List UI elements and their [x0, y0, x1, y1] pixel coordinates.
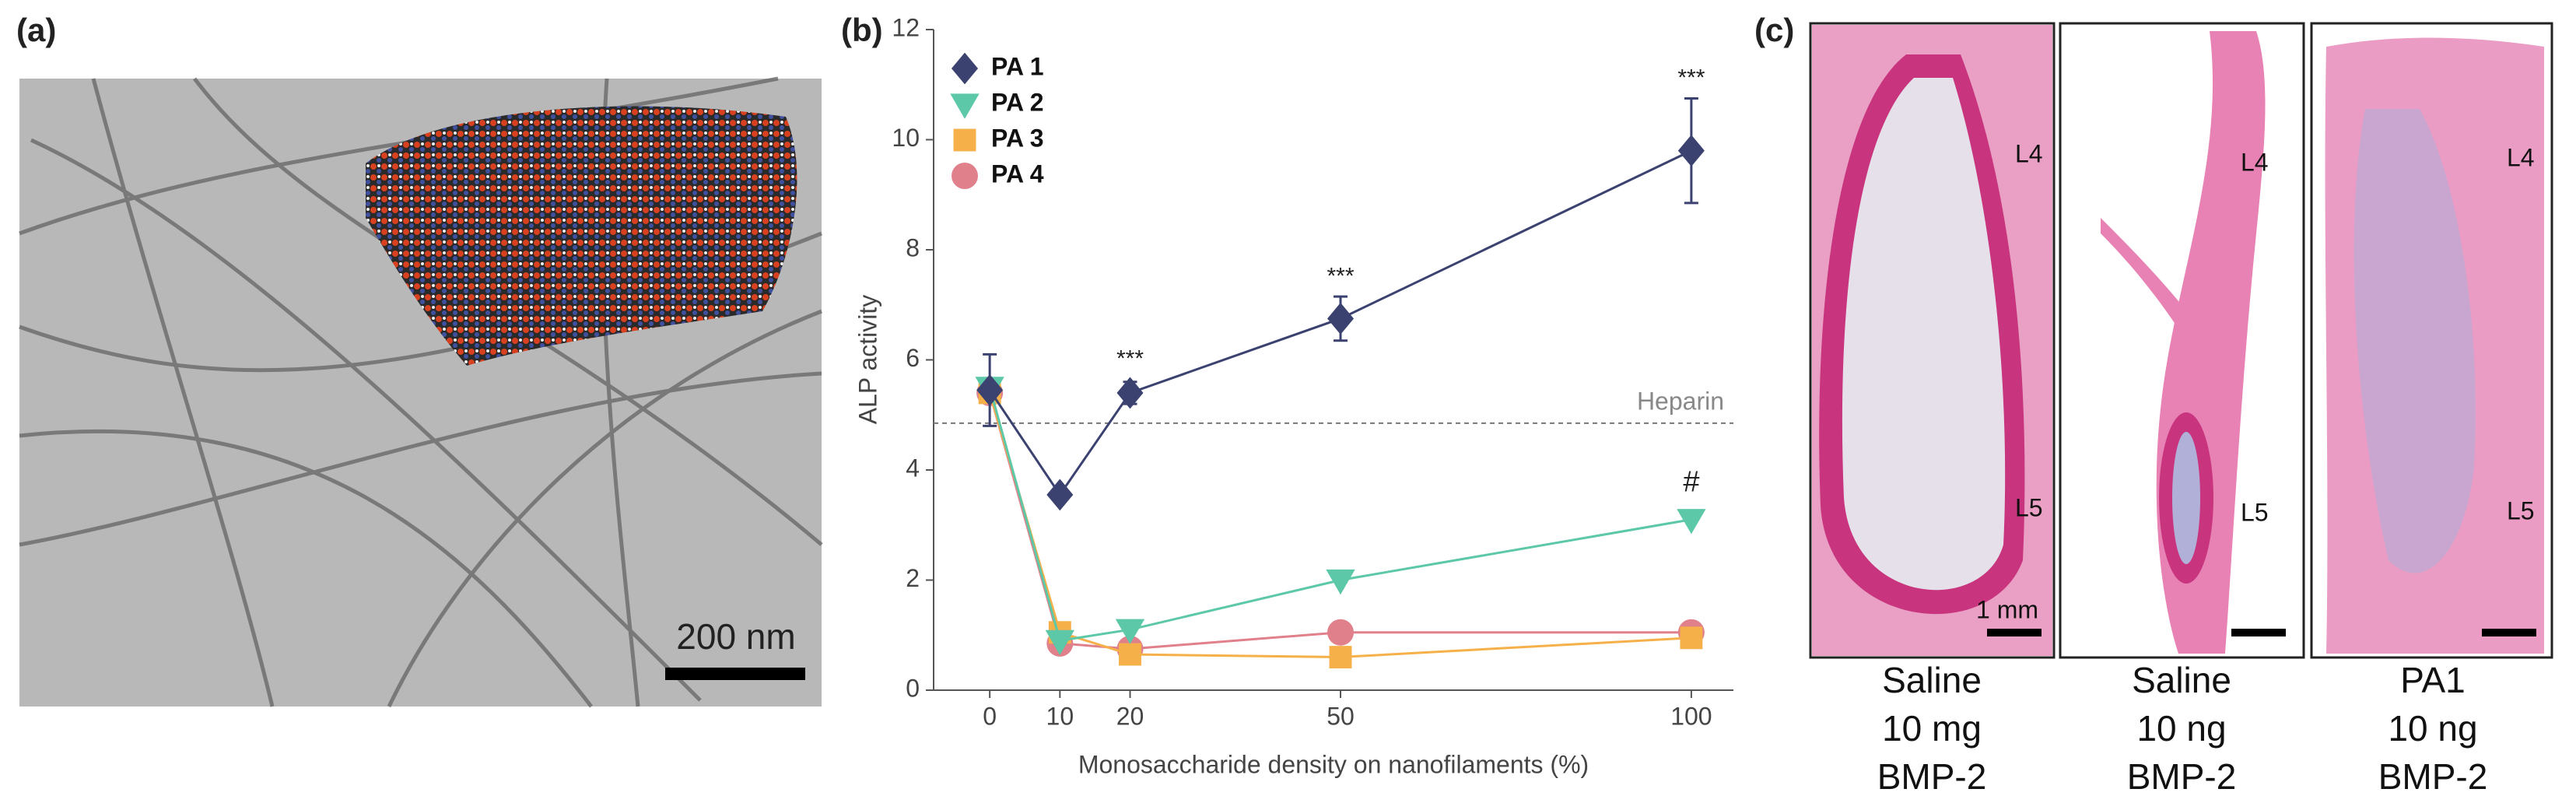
- legend-label: PA 3: [991, 124, 1044, 152]
- region-label: L5: [2507, 496, 2535, 524]
- scale-bar-label: 1 mm: [1976, 595, 2038, 623]
- histology-3: [2310, 22, 2553, 659]
- annotation: #: [1683, 466, 1699, 499]
- legend-marker: [952, 52, 978, 85]
- series-line: [988, 392, 1691, 659]
- annotation: ***: [1116, 345, 1144, 371]
- data-point: [1327, 619, 1355, 646]
- caption: Saline: [2132, 660, 2231, 700]
- region-label: L4: [2241, 148, 2269, 176]
- region-label: L5: [2241, 498, 2269, 526]
- x-tick-label: 0: [983, 702, 997, 730]
- legend-marker: [950, 93, 980, 119]
- data-point: [1116, 377, 1144, 409]
- caption: BMP-2: [1877, 756, 1987, 797]
- data-point: [1677, 509, 1706, 535]
- caption: 10 ng: [2136, 708, 2226, 749]
- micrograph: 200 nm: [19, 76, 823, 708]
- data-point: [1046, 479, 1074, 511]
- panel-label: (b): [841, 12, 883, 48]
- x-tick-label: 10: [1046, 702, 1074, 730]
- series-line: [988, 392, 1691, 650]
- x-axis-label: Monosaccharide density on nanofilaments …: [1078, 750, 1589, 778]
- data-point: [1326, 569, 1355, 595]
- legend-label: PA 2: [991, 88, 1044, 116]
- y-tick-label: 8: [906, 233, 920, 261]
- x-tick-label: 20: [1116, 702, 1144, 730]
- data-point: [1119, 643, 1141, 666]
- legend-label: PA 4: [991, 160, 1044, 188]
- data-point: [1115, 619, 1145, 644]
- data-point: [1677, 135, 1705, 167]
- caption: 10 ng: [2388, 708, 2477, 749]
- legend-label: PA 1: [991, 52, 1044, 80]
- region-label: L4: [2507, 143, 2535, 171]
- reference-label: Heparin: [1637, 387, 1724, 415]
- data-point: [976, 374, 1004, 406]
- x-tick-label: 100: [1670, 702, 1712, 730]
- y-tick-label: 10: [892, 124, 920, 152]
- scale-bar-label: 200 nm: [676, 616, 795, 657]
- region-label: L4: [2015, 139, 2043, 167]
- caption: PA1: [2400, 660, 2466, 700]
- y-tick-label: 6: [906, 344, 920, 372]
- y-tick-label: 4: [906, 454, 920, 482]
- region-label: L5: [2015, 493, 2043, 521]
- y-tick-label: 12: [892, 13, 920, 41]
- annotation: ***: [1677, 65, 1705, 91]
- x-tick-label: 50: [1327, 702, 1355, 730]
- panel-label: (a): [16, 12, 56, 48]
- annotation: ***: [1327, 263, 1355, 289]
- data-point: [1045, 629, 1075, 656]
- caption: BMP-2: [2378, 756, 2488, 797]
- legend-marker: [952, 163, 978, 189]
- caption: Saline: [1882, 660, 1982, 700]
- panel-label: (c): [1754, 12, 1794, 48]
- data-point: [1680, 626, 1703, 650]
- y-tick-label: 0: [906, 674, 920, 702]
- caption: 10 mg: [1882, 708, 1982, 749]
- caption: BMP-2: [2127, 756, 2237, 797]
- histology-1: [1809, 22, 2056, 659]
- data-point: [1327, 303, 1355, 335]
- y-tick-label: 2: [906, 564, 920, 592]
- y-axis-label: ALP activity: [853, 295, 881, 425]
- legend-marker: [953, 128, 976, 152]
- series-line: [988, 387, 1692, 643]
- histology-2: [2059, 22, 2305, 659]
- data-point: [1329, 646, 1352, 668]
